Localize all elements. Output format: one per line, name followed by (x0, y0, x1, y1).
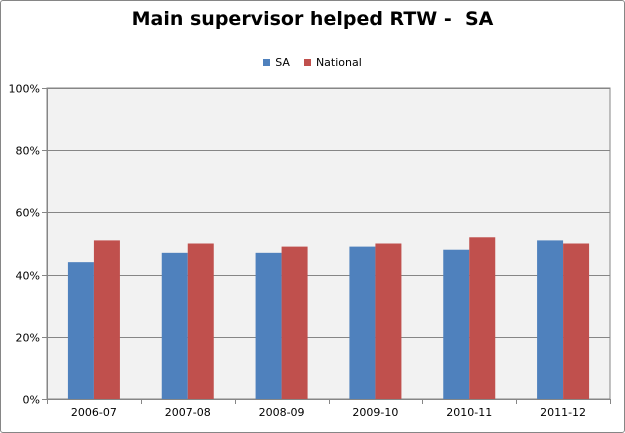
y-tick-label: 100% (9, 83, 40, 96)
y-tick-label: 40% (16, 270, 40, 283)
bar-sa-2009-10 (349, 246, 376, 399)
y-tick-label: 0% (23, 394, 40, 407)
x-tick-label: 2011-12 (540, 406, 586, 419)
x-tick-label: 2009-10 (352, 406, 398, 419)
y-tick-label: 80% (16, 145, 40, 158)
bar-national-2009-10 (375, 243, 402, 399)
bar-sa-2006-07 (67, 262, 94, 399)
x-tick-label: 2008-09 (259, 406, 305, 419)
plot-area (46, 87, 611, 400)
legend-label-sa: SA (275, 55, 290, 69)
bar-sa-2010-11 (443, 249, 470, 399)
y-tick-label: 20% (16, 332, 40, 345)
legend-swatch-sa (263, 58, 271, 66)
bar-national-2007-08 (187, 243, 214, 399)
x-tick-label: 2006-07 (71, 406, 117, 419)
bar-national-2008-09 (281, 246, 308, 399)
bar-national-2006-07 (93, 240, 120, 399)
legend-item-national: National (303, 55, 362, 69)
bar-sa-2008-09 (255, 252, 282, 399)
bar-national-2011-12 (563, 243, 590, 399)
x-tick-label: 2007-08 (165, 406, 211, 419)
chart-title: Main supervisor helped RTW - SA (131, 8, 494, 30)
legend-item-sa: SA (263, 56, 290, 69)
y-tick-label: 60% (16, 207, 40, 220)
chart-legend: SA National (0, 54, 625, 70)
x-tick-label: 2010-11 (446, 406, 492, 419)
legend-swatch-national (303, 58, 311, 66)
bar-sa-2007-08 (161, 252, 188, 399)
bar-national-2010-11 (469, 237, 496, 399)
bar-sa-2011-12 (537, 240, 564, 399)
legend-label-national: National (315, 55, 362, 69)
